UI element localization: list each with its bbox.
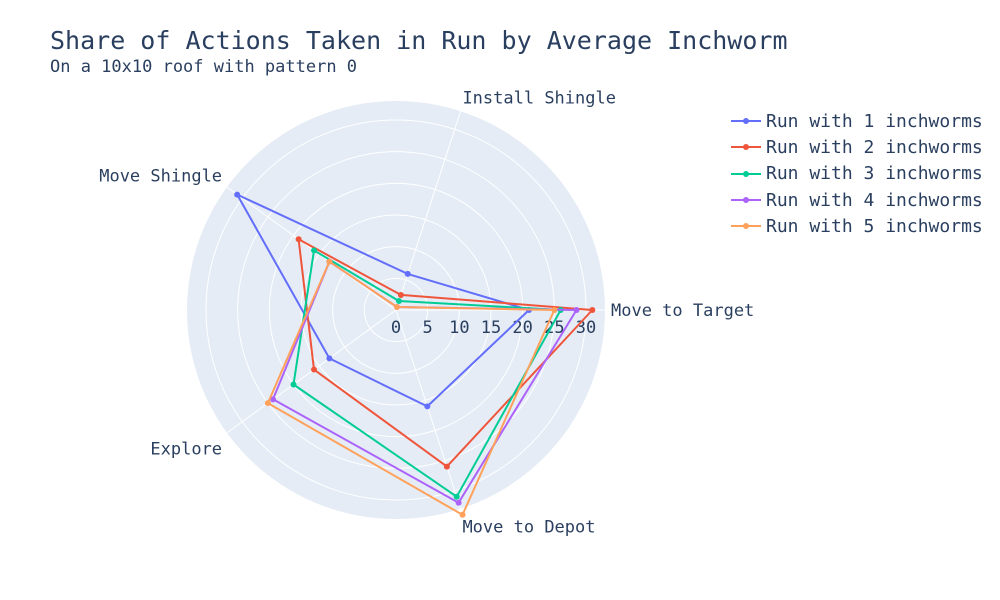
radial-tick-label: 15: [481, 318, 501, 338]
grid-spoke: [226, 186, 397, 311]
grid-spoke: [395, 111, 462, 311]
data-point: [326, 355, 333, 362]
data-point: [424, 403, 431, 410]
data-point: [443, 463, 450, 470]
axis-label: Move to Target: [611, 301, 754, 321]
legend-item[interactable]: Run with 3 inchworms: [730, 161, 983, 187]
data-point: [326, 258, 333, 265]
radial-tick-label: 10: [449, 318, 469, 338]
legend-swatch: [731, 170, 761, 177]
data-point: [573, 307, 580, 313]
legend-item[interactable]: Run with 1 inchworms: [730, 108, 983, 134]
data-point: [453, 493, 460, 500]
legend-label: Run with 3 inchworms: [766, 163, 983, 185]
data-point: [455, 499, 462, 506]
data-point: [290, 381, 297, 388]
radial-tick-label: 0: [391, 318, 401, 338]
legend-item[interactable]: Run with 2 inchworms: [730, 134, 983, 160]
legend-item[interactable]: Run with 4 inchworms: [730, 187, 983, 213]
legend-label: Run with 2 inchworms: [766, 136, 983, 158]
series-line: [292, 249, 562, 498]
data-point: [589, 307, 596, 313]
radial-tick-label: 20: [512, 318, 532, 338]
data-point: [551, 307, 558, 313]
data-point: [395, 297, 402, 304]
legend-label: Run with 1 inchworms: [766, 110, 983, 132]
data-point: [295, 236, 302, 243]
chart-title: Share of Actions Taken in Run by Average…: [50, 26, 788, 55]
legend-swatch: [731, 223, 761, 230]
grid-spoke: [395, 309, 462, 509]
legend-swatch: [731, 144, 761, 151]
data-point: [264, 400, 271, 407]
axis-label: Explore: [150, 439, 222, 459]
axis-label: Move Shingle: [99, 167, 222, 187]
legend-swatch: [731, 118, 761, 125]
series-line: [236, 193, 530, 408]
legend-label: Run with 5 inchworms: [766, 215, 983, 237]
axis-label: Install Shingle: [462, 89, 616, 109]
legend-swatch: [731, 197, 761, 204]
data-point: [270, 396, 277, 403]
grid-spoke: [226, 309, 397, 434]
radial-tick-label: 5: [423, 318, 433, 338]
data-point: [393, 303, 400, 310]
legend-item[interactable]: Run with 5 inchworms: [730, 213, 983, 239]
chart-subtitle: On a 10x10 roof with pattern 0: [50, 57, 358, 77]
data-point: [311, 247, 318, 254]
data-point: [459, 511, 466, 518]
series-line: [266, 260, 556, 516]
data-point: [234, 191, 241, 198]
legend-label: Run with 4 inchworms: [766, 189, 983, 211]
data-point: [404, 270, 411, 277]
data-point: [311, 366, 318, 373]
axis-label: Move to Depot: [462, 517, 595, 537]
legend: Run with 1 inchworms Run with 2 inchworms…: [730, 108, 983, 239]
data-point: [397, 291, 404, 298]
radial-tick-label: 30: [576, 318, 596, 338]
